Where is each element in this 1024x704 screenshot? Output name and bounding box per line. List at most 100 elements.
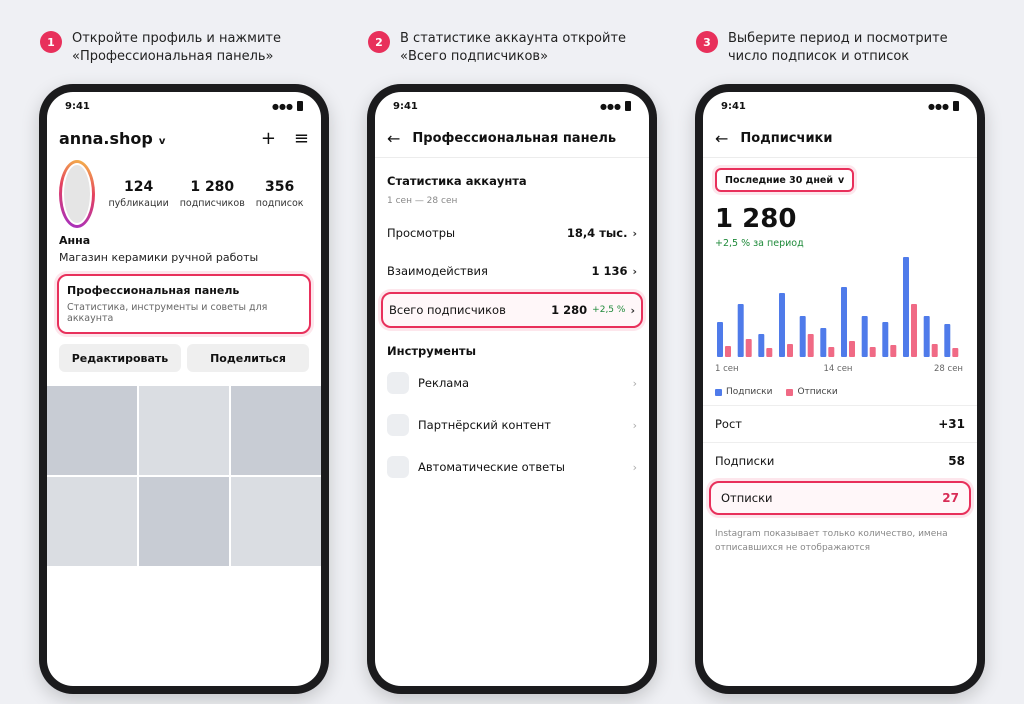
total-followers-row[interactable]: Всего подписчиков 1 280 +2,5 % › (381, 292, 643, 328)
tools-title: Инструменты (387, 344, 476, 358)
posts-grid (47, 386, 321, 566)
tool-partner-content[interactable]: Партнёрский контент › (375, 404, 649, 446)
stat-followers[interactable]: 1 280 подписчиков (179, 179, 245, 209)
followers-chart: 1 сен 14 сен 28 сен (703, 255, 977, 383)
x-tick-label: 28 сен (934, 364, 963, 374)
battery-icon (953, 101, 959, 111)
chevron-right-icon: › (632, 418, 637, 432)
followers-growth: +2,5 % за период (715, 238, 804, 249)
back-arrow-icon[interactable]: ← (387, 129, 401, 148)
page-title: Подписчики (740, 131, 833, 146)
phone-profile: 9:41 ●●● anna.shop v + ≡ 124 публикации (39, 84, 329, 694)
bar-unfollows (931, 344, 938, 357)
step-text: Выберите период и посмотрите число подпи… (728, 31, 948, 64)
chevron-right-icon: › (630, 303, 635, 317)
bar-chart: 1 сен 14 сен 28 сен (715, 257, 963, 374)
back-arrow-icon[interactable]: ← (715, 129, 729, 148)
battery-icon (297, 101, 303, 111)
period-dropdown[interactable]: Последние 30 дней v (715, 168, 855, 192)
tool-ads[interactable]: Реклама › (375, 362, 649, 404)
stat-following[interactable]: 356 подписок (255, 179, 304, 209)
follows-row: Подписки 58 (703, 442, 977, 479)
privacy-note: Instagram показывает только количество, … (715, 529, 948, 553)
bar-unfollows (745, 339, 752, 357)
post-thumbnail[interactable] (139, 477, 229, 566)
signal-icon: ●●● (600, 101, 621, 111)
step-text: В статистике аккаунта откройте «Всего по… (400, 31, 627, 64)
bar-unfollows (911, 304, 917, 357)
bar-follows (820, 328, 827, 357)
post-thumbnail[interactable] (231, 477, 321, 566)
bar-follows (799, 316, 806, 357)
followers-screen: 9:41 ●●● ← Подписчики Последние 30 дней … (703, 92, 977, 686)
step-2: 2 В статистике аккаунта откройте «Всего … (368, 30, 650, 66)
interactions-row[interactable]: Взаимодействия 1 136 › (387, 264, 637, 278)
chevron-down-icon: v (158, 135, 166, 147)
bar-unfollows (849, 341, 855, 357)
status-time: 9:41 (721, 100, 746, 112)
bar-follows (944, 324, 951, 357)
step-3: 3 Выберите период и посмотрите число под… (696, 30, 978, 66)
bar-unfollows (766, 348, 773, 357)
profile-name: Анна (59, 234, 91, 247)
pro-panel-subtitle: Статистика, инструменты и советы для акк… (67, 302, 268, 324)
bar-unfollows (890, 345, 897, 357)
dashboard-screen: 9:41 ●●● ← Профессиональная панель Стати… (375, 92, 649, 686)
menu-icon[interactable]: ≡ (293, 127, 309, 149)
dashboard-nav: ← Профессиональная панель (375, 120, 649, 158)
ads-icon (387, 372, 409, 394)
signal-icon: ●●● (928, 101, 949, 111)
edit-profile-button[interactable]: Редактировать (59, 344, 181, 372)
share-profile-button[interactable]: Поделиться (187, 344, 309, 372)
followers-total: 1 280 (715, 204, 797, 234)
avatar[interactable] (59, 160, 95, 228)
chevron-right-icon: › (632, 264, 637, 278)
tool-auto-replies[interactable]: Автоматические ответы › (375, 446, 649, 488)
bar-follows (758, 334, 765, 357)
account-switcher[interactable]: anna.shop v (59, 129, 165, 148)
auto-reply-icon (387, 456, 409, 478)
stat-posts[interactable]: 124 публикации (108, 179, 169, 209)
professional-panel-button[interactable]: Профессиональная панель Статистика, инст… (57, 274, 311, 334)
bar-follows (861, 316, 868, 357)
date-range: 1 сен — 28 сен (387, 196, 458, 206)
followers-nav: ← Подписчики (703, 120, 977, 158)
status-bar: 9:41 ●●● (375, 92, 649, 120)
bar-follows (923, 316, 930, 357)
bar-unfollows (952, 348, 959, 357)
chart-legend: Подписки Отписки (703, 387, 977, 397)
bar-follows (779, 293, 785, 357)
bar-unfollows (828, 347, 835, 357)
profile-header: anna.shop v + ≡ (47, 120, 321, 156)
post-thumbnail[interactable] (139, 386, 229, 475)
x-tick-label: 14 сен (824, 364, 853, 374)
views-row[interactable]: Просмотры 18,4 тыс. › (387, 226, 637, 240)
bar-unfollows (725, 346, 731, 357)
followers-delta: +2,5 % (592, 305, 626, 315)
step-number: 3 (696, 31, 718, 53)
bar-unfollows (787, 344, 793, 357)
growth-row: Рост +31 (703, 405, 977, 442)
chevron-down-icon: v (838, 174, 845, 186)
status-bar: 9:41 ●●● (703, 92, 977, 120)
add-icon[interactable]: + (260, 127, 276, 149)
bar-follows (903, 257, 909, 357)
x-tick-label: 1 сен (715, 364, 739, 374)
chevron-right-icon: › (632, 376, 637, 390)
post-thumbnail[interactable] (47, 386, 137, 475)
bar-follows (717, 322, 723, 357)
post-thumbnail[interactable] (231, 386, 321, 475)
page-title: Профессиональная панель (412, 131, 617, 146)
pro-panel-title: Профессиональная панель (67, 284, 240, 297)
unfollows-row[interactable]: Отписки 27 (709, 481, 971, 515)
legend-swatch-follows (715, 388, 722, 396)
battery-icon (625, 101, 631, 111)
step-text: Откройте профиль и нажмите «Профессионал… (72, 31, 281, 64)
step-number: 2 (368, 31, 390, 53)
profile-bio: Магазин керамики ручной работы (59, 251, 259, 264)
status-time: 9:41 (65, 100, 90, 112)
bar-follows (737, 304, 744, 357)
post-thumbnail[interactable] (47, 477, 137, 566)
status-bar: 9:41 ●●● (47, 92, 321, 120)
status-time: 9:41 (393, 100, 418, 112)
